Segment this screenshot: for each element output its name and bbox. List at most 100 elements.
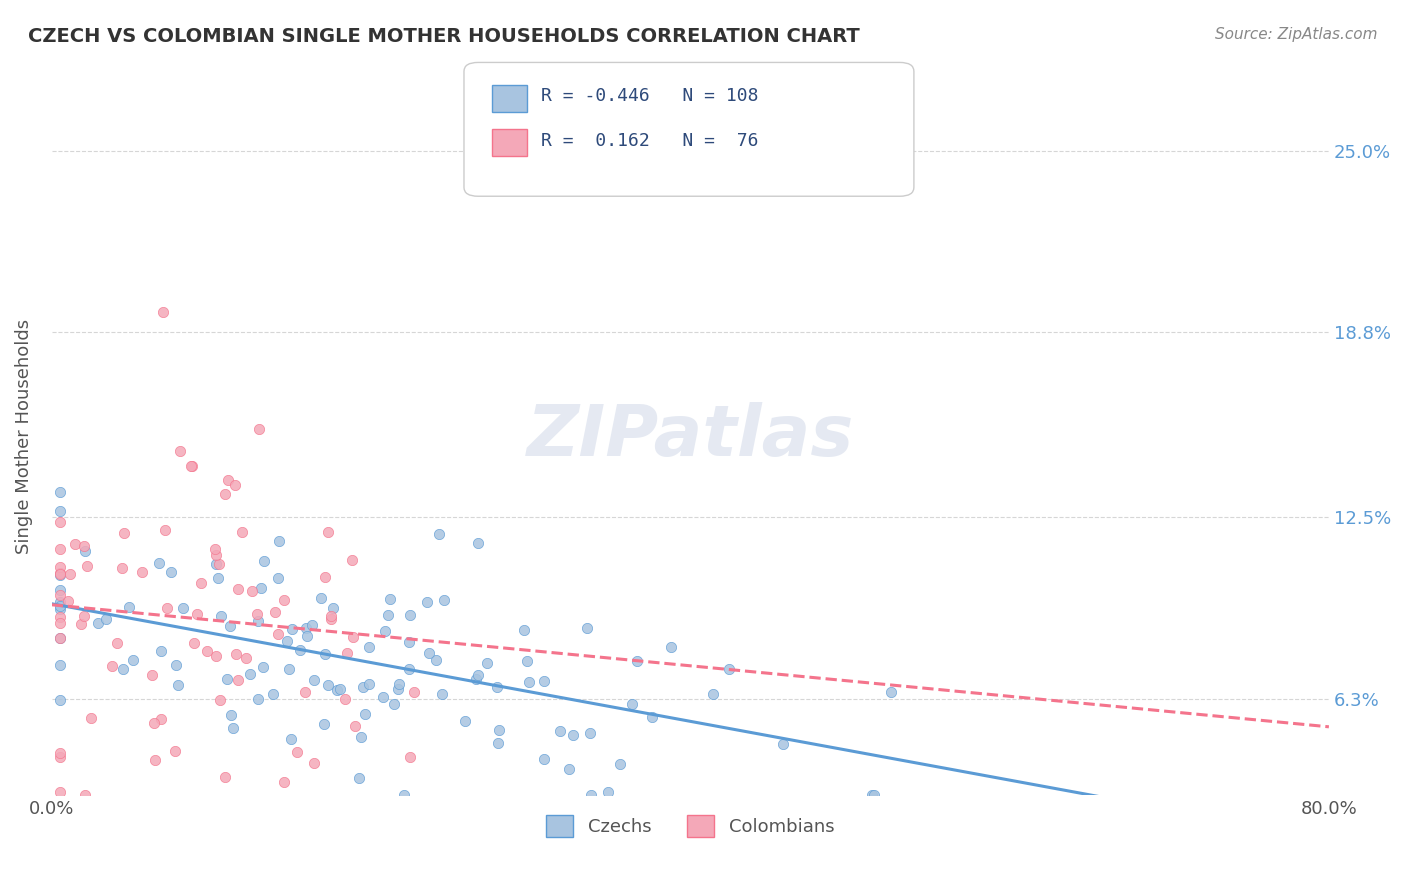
Point [131, 565, 153, 579]
Point [347, 771, 370, 785]
Point [48, 595, 70, 609]
Point [48, 602, 70, 616]
Point [340, 553, 363, 567]
Point [516, 654, 538, 668]
Point [387, 677, 409, 691]
Point [141, 668, 163, 682]
Point [285, 745, 308, 759]
Point [416, 595, 439, 609]
Point [879, 684, 901, 698]
Point [205, 549, 228, 563]
Point [467, 535, 489, 549]
Point [640, 709, 662, 723]
Point [392, 789, 415, 803]
Point [48, 504, 70, 518]
Point [159, 566, 181, 580]
Point [214, 487, 236, 501]
Point [533, 752, 555, 766]
Point [430, 687, 453, 701]
Point [169, 444, 191, 458]
Point [247, 422, 270, 436]
Point [318, 524, 340, 539]
Point [48, 516, 70, 530]
Point [207, 571, 229, 585]
Point [295, 621, 318, 635]
Point [111, 561, 134, 575]
Point [288, 643, 311, 657]
Point [48, 747, 70, 761]
Point [48, 658, 70, 673]
Point [121, 653, 143, 667]
Point [359, 640, 381, 655]
Point [280, 622, 302, 636]
Point [253, 554, 276, 568]
Point [48, 588, 70, 602]
Point [262, 687, 284, 701]
Point [48, 599, 70, 613]
Point [278, 662, 301, 676]
Point [398, 662, 420, 676]
Point [208, 693, 231, 707]
Point [235, 650, 257, 665]
Point [314, 717, 336, 731]
Point [48, 582, 70, 597]
Point [48, 567, 70, 582]
Point [561, 728, 583, 742]
Point [280, 732, 302, 747]
Point [142, 715, 165, 730]
Point [58, 593, 80, 607]
Point [294, 685, 316, 699]
Point [387, 682, 409, 697]
Point [276, 634, 298, 648]
Point [377, 608, 399, 623]
Text: Source: ZipAtlas.com: Source: ZipAtlas.com [1215, 27, 1378, 42]
Point [427, 527, 450, 541]
Point [239, 666, 262, 681]
Point [558, 762, 581, 776]
Point [329, 681, 352, 696]
Point [321, 612, 343, 626]
Point [273, 775, 295, 789]
Point [860, 789, 883, 803]
Text: R =  0.162   N =  76: R = 0.162 N = 76 [541, 132, 759, 150]
Text: CZECH VS COLOMBIAN SINGLE MOTHER HOUSEHOLDS CORRELATION CHART: CZECH VS COLOMBIAN SINGLE MOTHER HOUSEHO… [28, 27, 860, 45]
Point [48, 784, 70, 798]
Point [398, 749, 420, 764]
Point [314, 569, 336, 583]
Point [80, 711, 103, 725]
Point [533, 673, 555, 688]
Point [326, 683, 349, 698]
Point [247, 691, 270, 706]
Point [486, 680, 509, 694]
Point [302, 756, 325, 771]
Point [350, 730, 373, 744]
Point [205, 558, 228, 572]
Point [224, 478, 246, 492]
Point [702, 686, 724, 700]
Point [48, 484, 70, 499]
Point [302, 673, 325, 687]
Point [354, 707, 377, 722]
Point [380, 591, 402, 606]
Point [87, 615, 110, 630]
Point [863, 789, 886, 803]
Point [231, 524, 253, 539]
Point [249, 581, 271, 595]
Point [107, 635, 129, 649]
Point [181, 458, 204, 473]
Point [204, 541, 226, 556]
Point [402, 685, 425, 699]
Point [465, 673, 488, 687]
Point [152, 305, 174, 319]
Point [609, 757, 631, 772]
Point [596, 784, 619, 798]
Point [195, 644, 218, 658]
Point [575, 621, 598, 635]
Point [418, 646, 440, 660]
Point [101, 658, 124, 673]
Point [156, 601, 179, 615]
Point [143, 753, 166, 767]
Y-axis label: Single Mother Households: Single Mother Households [15, 318, 32, 554]
Point [488, 723, 510, 737]
Point [209, 608, 232, 623]
